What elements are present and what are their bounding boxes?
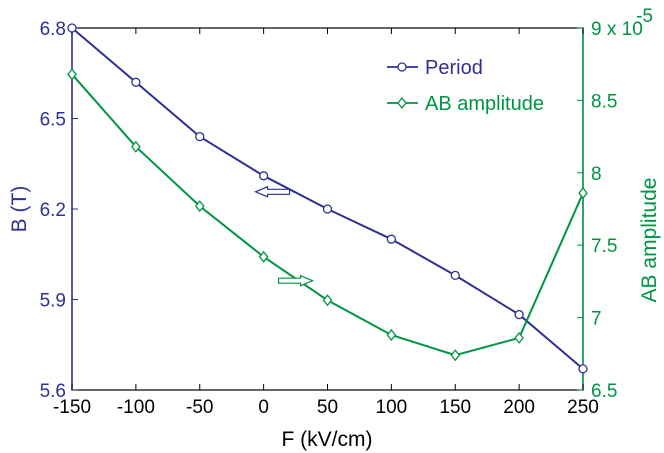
y-left-tick-label: 6.2 xyxy=(40,200,66,221)
y-right-tick-label: 9 x 10 xyxy=(591,19,643,40)
data-point-amplitude xyxy=(322,294,333,307)
arrow-left-icon xyxy=(254,185,291,198)
legend-label-period: Period xyxy=(425,57,483,79)
legend-marker-amplitude xyxy=(397,96,407,110)
y-left-tick-label: 5.6 xyxy=(40,381,66,402)
legend: Period AB amplitude xyxy=(387,57,544,115)
data-point-amplitude xyxy=(194,200,205,213)
data-point-amplitude xyxy=(67,68,77,81)
right-axis-exponent: -5 xyxy=(636,6,653,27)
left-axis-title: B (T) xyxy=(8,186,31,233)
x-tick-label: 0 xyxy=(258,397,269,418)
x-tick-label: 150 xyxy=(439,397,471,418)
x-tick-label: -100 xyxy=(117,397,155,418)
x-axis-title: F (kV/cm) xyxy=(282,428,373,451)
data-point-amplitude xyxy=(258,250,269,263)
y-right-tick-label: 8 xyxy=(591,164,602,185)
series-line-period xyxy=(71,27,584,370)
legend-label-amplitude: AB amplitude xyxy=(425,93,544,115)
x-tick-label: 50 xyxy=(317,397,338,418)
data-point-amplitude xyxy=(386,328,397,342)
tick-marks xyxy=(71,27,584,391)
tick-labels: -150 -100 -50 0 50 100 150 200 250 5.6 5.9 6.2 6.5 6.… xyxy=(40,19,643,418)
data-point-period xyxy=(67,23,77,33)
data-point-period xyxy=(386,234,397,244)
y-left-tick-label: 5.9 xyxy=(40,291,66,312)
data-point-amplitude xyxy=(450,349,461,362)
data-point-amplitude xyxy=(514,331,524,344)
annotation-arrows xyxy=(254,185,315,287)
y-right-tick-label: 7 xyxy=(591,309,602,330)
legend-marker-period xyxy=(397,62,407,72)
y-left-tick-label: 6.8 xyxy=(40,19,66,40)
data-point-period xyxy=(131,77,141,87)
data-point-period xyxy=(450,270,460,281)
data-point-period xyxy=(514,309,524,320)
y-right-tick-label: 6.5 xyxy=(591,381,617,402)
y-right-tick-label: 8.5 xyxy=(591,91,617,112)
y-left-tick-label: 6.5 xyxy=(40,110,66,131)
x-tick-label: 200 xyxy=(503,397,535,418)
x-tick-label: -50 xyxy=(186,397,213,418)
x-tick-label: 250 xyxy=(567,397,599,418)
data-point-period xyxy=(578,364,588,374)
arrow-right-icon xyxy=(277,274,315,287)
data-point-period xyxy=(195,131,205,142)
series-line-amplitude xyxy=(71,73,584,357)
series-group xyxy=(67,23,588,374)
y-right-tick-label: 7.5 xyxy=(591,236,617,257)
data-point-amplitude xyxy=(578,187,588,200)
data-point-amplitude xyxy=(131,140,141,153)
x-tick-label: 100 xyxy=(376,397,408,418)
data-point-period xyxy=(258,171,269,181)
data-point-period xyxy=(322,204,333,214)
right-axis-title: AB amplitude xyxy=(638,178,661,303)
x-tick-label: -150 xyxy=(53,397,91,418)
